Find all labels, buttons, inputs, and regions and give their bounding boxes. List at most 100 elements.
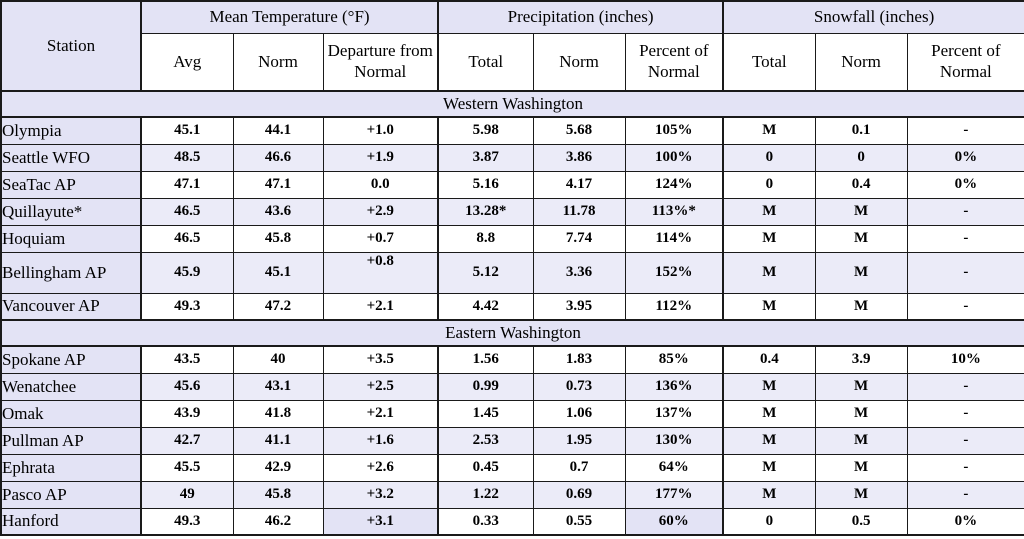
value-cell: 0%: [906, 143, 1024, 172]
value-cell: +3.2: [322, 480, 439, 509]
table-header: Station Mean Temperature (°F) Precipitat…: [0, 0, 1024, 92]
value-cell: -: [906, 453, 1024, 482]
subheader-precip-norm: Norm: [532, 32, 626, 92]
station-cell: SeaTac AP: [0, 170, 142, 199]
station-cell: Hanford: [0, 507, 142, 536]
station-cell: Vancouver AP: [0, 292, 142, 321]
station-cell: Seattle WFO: [0, 143, 142, 172]
value-cell: 112%: [624, 292, 724, 321]
value-cell: 41.1: [232, 426, 324, 455]
group-header-row: Station Mean Temperature (°F) Precipitat…: [0, 0, 1024, 92]
value-cell: 13.28*: [437, 197, 534, 226]
value-cell: 49.3: [140, 292, 234, 321]
subheader-temp-norm: Norm: [232, 32, 324, 92]
group-header-snowfall: Snowfall (inches): [722, 0, 1024, 34]
value-cell: 1.45: [437, 399, 534, 428]
value-cell: 0.33: [437, 507, 534, 536]
value-cell: 177%: [624, 480, 724, 509]
value-cell: 1.56: [437, 345, 534, 374]
value-cell: M: [722, 116, 816, 145]
station-cell: Wenatchee: [0, 372, 142, 401]
table-row: Pasco AP 49 45.8 +3.2 1.22 0.69 177% M M -: [0, 480, 1024, 509]
value-cell: 1.22: [437, 480, 534, 509]
value-cell: 0: [722, 170, 816, 199]
value-cell: +3.5: [322, 345, 439, 374]
value-cell: 0%: [906, 170, 1024, 199]
value-cell: M: [814, 372, 908, 401]
value-cell: -: [906, 426, 1024, 455]
value-cell: 4.17: [532, 170, 626, 199]
value-cell: 42.9: [232, 453, 324, 482]
value-cell: 7.74: [532, 224, 626, 253]
value-cell: +1.0: [322, 116, 439, 145]
value-cell: 3.87: [437, 143, 534, 172]
value-cell: 0.55: [532, 507, 626, 536]
value-cell: -: [906, 197, 1024, 226]
value-cell: 46.5: [140, 197, 234, 226]
value-cell: 10%: [906, 345, 1024, 374]
value-cell: 43.5: [140, 345, 234, 374]
table-row: SeaTac AP 47.1 47.1 0.0 5.16 4.17 124% 0 0.4 0%: [0, 170, 1024, 199]
station-cell: Pasco AP: [0, 480, 142, 509]
table-body: Western Washington Olympia 45.1 44.1 +1.0 5.9…: [0, 90, 1024, 536]
station-cell: Olympia: [0, 116, 142, 145]
value-cell: -: [906, 251, 1024, 294]
subheader-snow-percent: Percent of Normal: [906, 32, 1024, 92]
value-cell: 48.5: [140, 143, 234, 172]
value-cell: 3.9: [814, 345, 908, 374]
value-cell: 114%: [624, 224, 724, 253]
value-cell: +1.6: [322, 426, 439, 455]
value-cell: +2.9: [322, 197, 439, 226]
subheader-temp-departure: Departure from Normal: [322, 32, 439, 92]
value-cell: +1.9: [322, 143, 439, 172]
value-cell: 64%: [624, 453, 724, 482]
value-cell: 45.8: [232, 480, 324, 509]
value-cell: 49: [140, 480, 234, 509]
value-cell: M: [722, 224, 816, 253]
value-cell: +0.7: [322, 224, 439, 253]
value-cell: 44.1: [232, 116, 324, 145]
value-cell: 0: [722, 143, 816, 172]
value-cell: -: [906, 224, 1024, 253]
value-cell: 47.1: [232, 170, 324, 199]
value-cell: M: [722, 197, 816, 226]
value-cell: +3.1: [322, 507, 439, 536]
value-cell: 130%: [624, 426, 724, 455]
value-cell: 43.1: [232, 372, 324, 401]
value-cell: 46.6: [232, 143, 324, 172]
station-cell: Quillayute*: [0, 197, 142, 226]
station-cell: Pullman AP: [0, 426, 142, 455]
value-cell: +0.8: [322, 251, 439, 294]
station-cell: Ephrata: [0, 453, 142, 482]
subheader-precip-total: Total: [437, 32, 534, 92]
value-cell: 41.8: [232, 399, 324, 428]
value-cell: M: [814, 399, 908, 428]
table-row: Omak 43.9 41.8 +2.1 1.45 1.06 137% M M -: [0, 399, 1024, 428]
sub-header-row: Avg Norm Departure from Normal Total Nor…: [1, 32, 1024, 92]
value-cell: 45.5: [140, 453, 234, 482]
group-header-mean-temperature: Mean Temperature (°F): [139, 0, 439, 34]
value-cell: 45.8: [232, 224, 324, 253]
subheader-temp-avg: Avg: [140, 32, 234, 92]
value-cell: 4.42: [437, 292, 534, 321]
value-cell: M: [722, 372, 816, 401]
value-cell: 113%*: [624, 197, 724, 226]
value-cell: 0.69: [532, 480, 626, 509]
value-cell: 1.83: [532, 345, 626, 374]
value-cell: M: [814, 453, 908, 482]
section-label: Eastern Washington: [0, 319, 1024, 347]
value-cell: 136%: [624, 372, 724, 401]
value-cell: 43.6: [232, 197, 324, 226]
table-row: Olympia 45.1 44.1 +1.0 5.98 5.68 105% M 0.1-: [0, 116, 1024, 145]
table-row: Vancouver AP 49.3 47.2 +2.1 4.42 3.95 112% M M -: [0, 292, 1024, 321]
table-row: Ephrata 45.5 42.9 +2.6 0.45 0.7 64% M M -: [0, 453, 1024, 482]
value-cell: 0.5: [814, 507, 908, 536]
value-cell: +2.6: [322, 453, 439, 482]
table-row: Hoquiam 46.5 45.8 +0.7 8.8 7.74 114% M M -: [0, 224, 1024, 253]
group-header-precipitation: Precipitation (inches): [437, 0, 724, 34]
value-cell: 1.06: [532, 399, 626, 428]
section-row: Eastern Washington: [0, 319, 1024, 347]
value-cell: M: [722, 292, 816, 321]
